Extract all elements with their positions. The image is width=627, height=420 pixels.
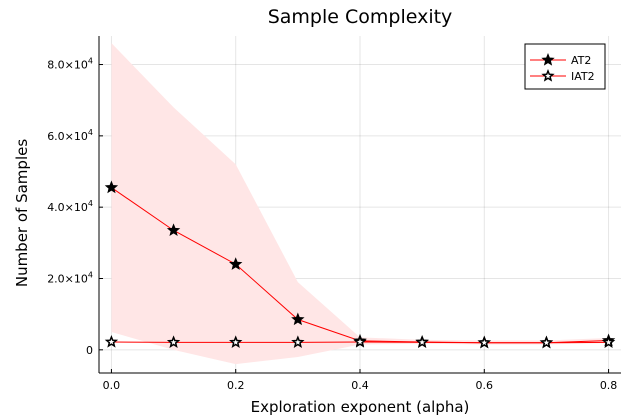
y-tick-label-1: 2.0×104 <box>47 270 93 285</box>
legend-star-iat2 <box>541 68 555 82</box>
legend-star-at2 <box>541 52 555 66</box>
confidence-band-group <box>111 43 609 365</box>
x-tick-label-1: 0.2 <box>227 379 245 392</box>
legend-box <box>524 43 606 90</box>
data-point-at2-2 <box>229 257 243 270</box>
confidence-band-at2 <box>111 43 609 365</box>
y-tick-label-3: 6.0×104 <box>47 128 93 143</box>
data-point-iat2-2 <box>229 335 243 349</box>
legend: AT2 IAT2 <box>524 43 606 90</box>
x-tick-label-3: 0.6 <box>476 379 494 392</box>
data-point-at2-0 <box>104 180 119 194</box>
data-point-iat2-6 <box>477 335 491 349</box>
y-tick-label-4: 8.0×104 <box>47 57 93 72</box>
x-tick-label-0: 0.0 <box>103 379 121 392</box>
data-point-iat2-8 <box>601 335 616 349</box>
legend-label-iat2: IAT2 <box>571 70 595 83</box>
data-point-at2-3 <box>291 312 305 326</box>
chart-title: Sample Complexity <box>268 6 453 28</box>
data-point-iat2-4 <box>353 334 367 348</box>
data-point-iat2-5 <box>415 335 429 349</box>
data-point-iat2-0 <box>104 334 119 348</box>
x-axis-ticks: 0.0 0.2 0.4 0.6 0.8 <box>103 369 618 392</box>
x-tick-label-4: 0.8 <box>600 379 618 392</box>
legend-marker-at2 <box>541 52 555 66</box>
x-tick-label-2: 0.4 <box>351 379 369 392</box>
y-axis-title: Number of Samples <box>13 139 31 287</box>
y-tick-label-2: 4.0×104 <box>47 199 93 214</box>
series-markers-group <box>104 180 616 349</box>
data-point-iat2-7 <box>539 335 554 349</box>
y-axis-ticks: 0 2.0×104 4.0×104 6.0×104 8.0×104 <box>47 57 103 357</box>
data-point-at2-1 <box>166 223 181 237</box>
y-tick-label-0: 0 <box>86 344 93 357</box>
legend-label-at2: AT2 <box>571 54 591 67</box>
data-point-iat2-1 <box>166 335 181 349</box>
data-point-iat2-3 <box>291 335 305 349</box>
legend-marker-iat2 <box>541 68 555 82</box>
x-axis-title: Exploration exponent (alpha) <box>251 398 470 416</box>
